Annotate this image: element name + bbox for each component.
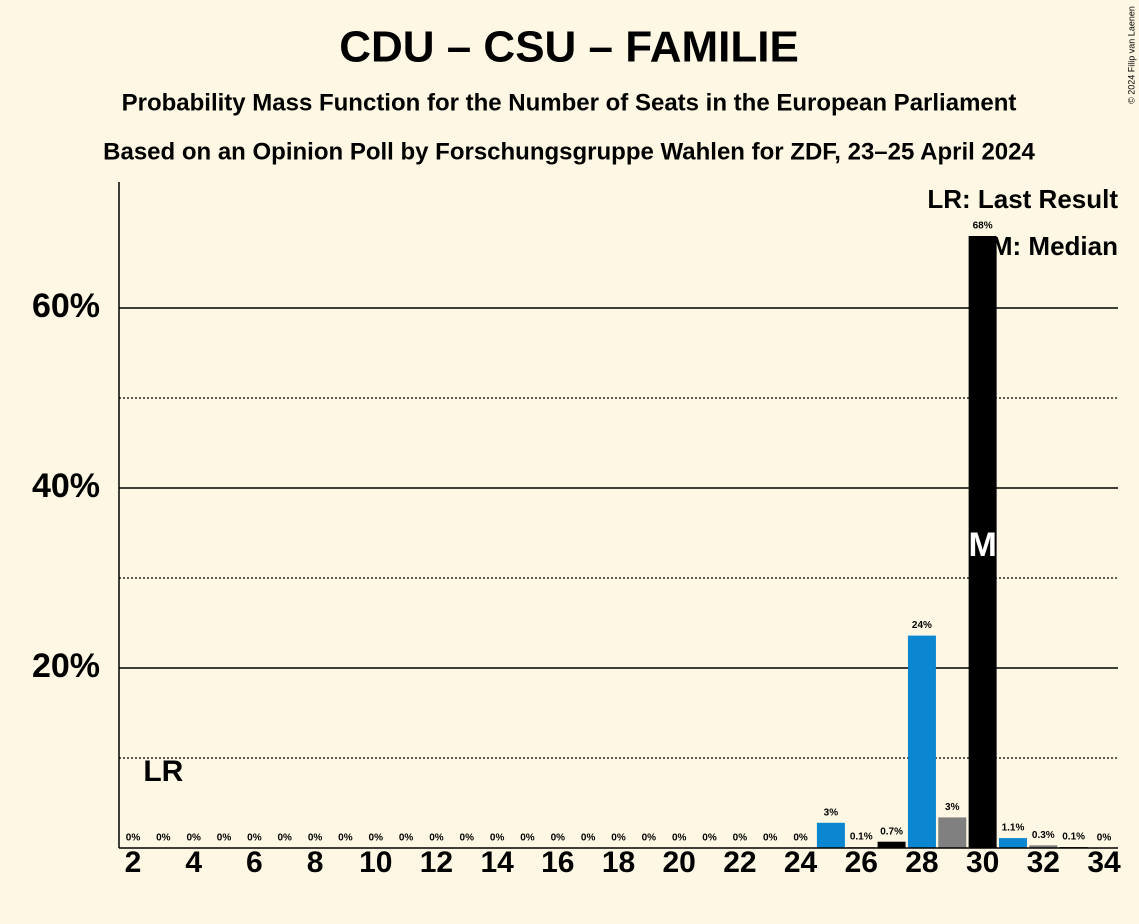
x-tick-label: 28 <box>905 846 938 879</box>
bar <box>938 817 967 848</box>
value-label: 0% <box>581 833 596 844</box>
value-label: 0% <box>369 833 384 844</box>
value-label: 0% <box>611 833 626 844</box>
value-label: 0% <box>490 833 505 844</box>
value-label: 0% <box>156 833 171 844</box>
y-tick-label: 60% <box>32 287 100 325</box>
value-label: 0% <box>247 833 262 844</box>
x-tick-label: 2 <box>125 846 142 879</box>
value-label: 0% <box>763 833 778 844</box>
value-label: 0% <box>277 833 292 844</box>
x-tick-label: 6 <box>246 846 263 879</box>
value-label: 0% <box>551 833 566 844</box>
x-tick-label: 10 <box>359 846 392 879</box>
value-label: 0% <box>672 833 687 844</box>
x-tick-label: 18 <box>602 846 635 879</box>
value-label: 24% <box>912 620 932 631</box>
value-label: 0% <box>217 833 232 844</box>
value-label: 0% <box>126 833 141 844</box>
bar <box>877 841 906 848</box>
x-tick-label: 14 <box>480 846 514 879</box>
value-label: 0.7% <box>880 826 903 837</box>
bar <box>816 822 845 848</box>
value-label: 0.1% <box>1062 832 1085 843</box>
x-tick-label: 32 <box>1027 846 1060 879</box>
legend-entry: M: Median <box>991 231 1118 261</box>
copyright: © 2024 Filip van Laenen <box>1126 6 1136 104</box>
value-label: 0% <box>399 833 414 844</box>
value-label: 0% <box>702 833 717 844</box>
value-label: 0% <box>520 833 535 844</box>
x-tick-label: 8 <box>307 846 324 879</box>
y-tick-label: 20% <box>32 647 100 685</box>
x-tick-label: 30 <box>966 846 999 879</box>
legend-entry: LR: Last Result <box>927 184 1118 214</box>
value-label: 0.3% <box>1032 830 1055 841</box>
value-label: 1.1% <box>1002 823 1025 834</box>
x-tick-label: 16 <box>541 846 574 879</box>
x-tick-label: 20 <box>663 846 696 879</box>
bar <box>998 838 1027 848</box>
value-label: 3% <box>824 807 839 818</box>
x-tick-label: 12 <box>420 846 453 879</box>
value-label: 0% <box>460 833 475 844</box>
value-label: 0% <box>793 833 808 844</box>
value-label: 68% <box>973 221 993 232</box>
bar <box>1029 845 1058 848</box>
chart-title: CDU – CSU – FAMILIE <box>339 23 799 72</box>
value-label: 0% <box>338 833 353 844</box>
value-label: 0% <box>308 833 323 844</box>
value-label: 3% <box>945 802 960 813</box>
value-label: 0% <box>429 833 444 844</box>
bar <box>907 635 936 848</box>
x-tick-label: 26 <box>845 846 878 879</box>
value-label: 0.1% <box>850 832 873 843</box>
x-tick-label: 4 <box>185 846 202 879</box>
value-label: 0% <box>642 833 657 844</box>
last-result-marker: LR <box>143 755 183 788</box>
x-tick-label: 34 <box>1087 846 1121 879</box>
x-tick-label: 24 <box>784 846 818 879</box>
value-label: 0% <box>733 833 748 844</box>
value-label: 0% <box>186 833 201 844</box>
median-marker: M <box>968 526 996 564</box>
x-tick-label: 22 <box>723 846 756 879</box>
subtitle: Probability Mass Function for the Number… <box>122 89 1017 116</box>
y-tick-label: 40% <box>32 467 100 505</box>
bar <box>968 236 997 848</box>
value-label: 0% <box>1097 833 1112 844</box>
subtitle: Based on an Opinion Poll by Forschungsgr… <box>103 138 1035 165</box>
